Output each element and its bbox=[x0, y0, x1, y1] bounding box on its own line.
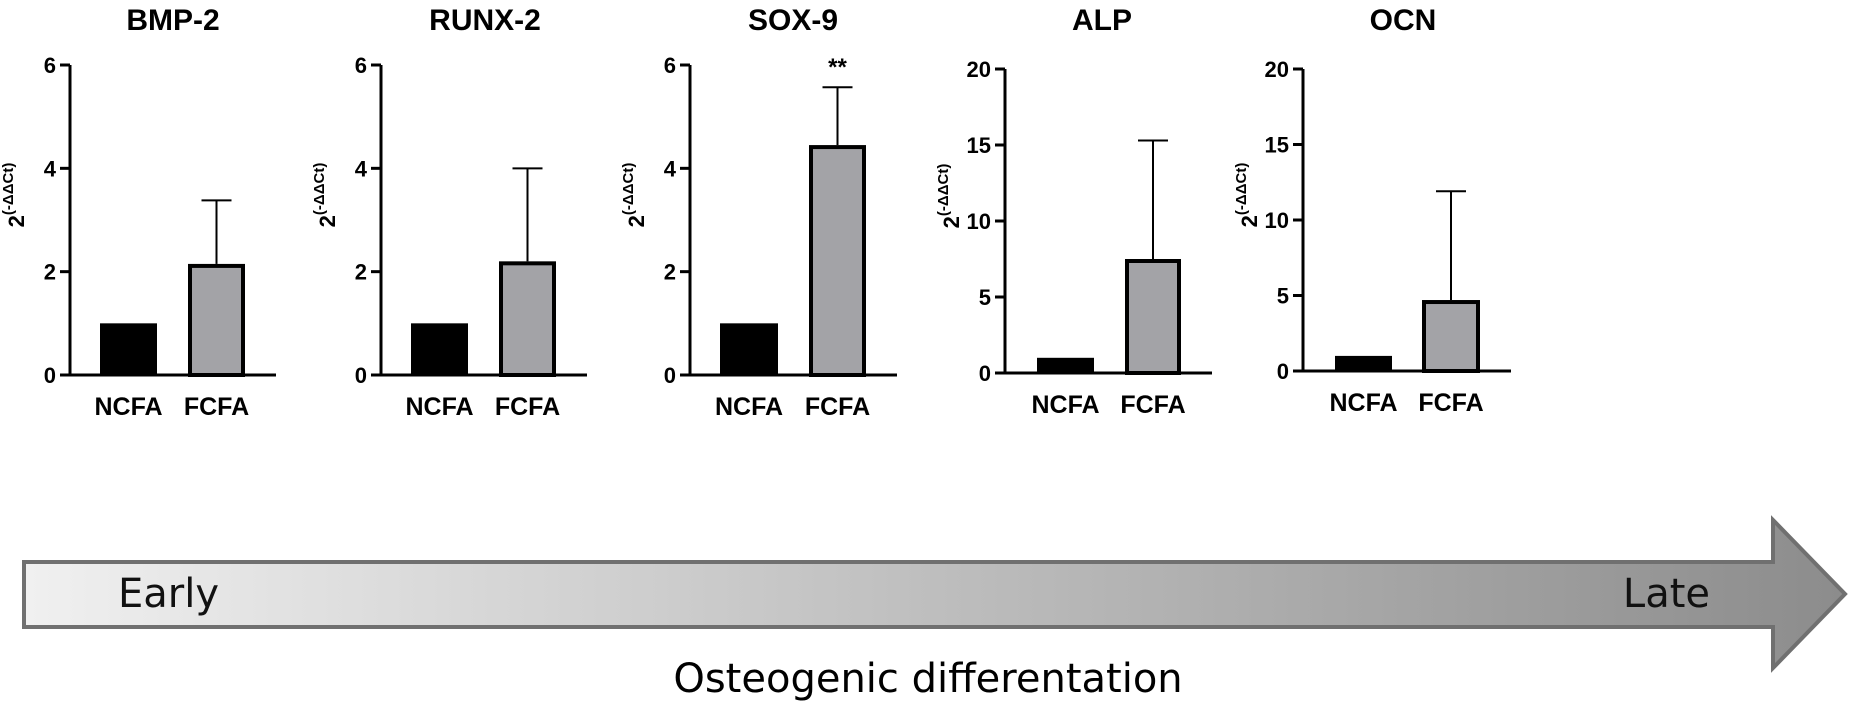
y-axis-label: 2(-ΔΔCt) bbox=[620, 163, 649, 228]
y-tick-label: 15 bbox=[1265, 133, 1289, 158]
y-tick-label: 0 bbox=[664, 363, 676, 388]
chart-title: SOX-9 bbox=[748, 4, 838, 37]
y-tick-label: 4 bbox=[355, 156, 368, 181]
y-axis-label-base: 2 bbox=[624, 215, 649, 227]
y-tick-label: 20 bbox=[967, 57, 991, 82]
y-axis-label-base: 2 bbox=[1237, 215, 1262, 227]
category-label-ncfa: NCFA bbox=[715, 393, 783, 421]
category-label-fcfa: FCFA bbox=[805, 393, 870, 421]
y-tick-label: 6 bbox=[44, 53, 56, 78]
y-tick-label: 10 bbox=[967, 209, 991, 234]
bar-ncfa bbox=[100, 323, 157, 375]
y-tick-label: 6 bbox=[355, 53, 367, 78]
category-label-ncfa: NCFA bbox=[405, 393, 473, 421]
category-label-fcfa: FCFA bbox=[184, 393, 249, 421]
y-tick-label: 0 bbox=[44, 363, 56, 388]
chart-title: ALP bbox=[1072, 4, 1132, 37]
bar-fcfa bbox=[1125, 259, 1181, 375]
y-axis-label-exponent: (-ΔΔCt) bbox=[935, 164, 952, 216]
y-tick-label: 0 bbox=[1277, 359, 1289, 384]
category-label-fcfa: FCFA bbox=[495, 393, 560, 421]
category-label-fcfa: FCFA bbox=[1120, 391, 1185, 419]
y-axis-label-exponent: (-ΔΔCt) bbox=[620, 163, 637, 215]
y-tick-label: 2 bbox=[44, 260, 56, 285]
timeline-end-label: Late bbox=[1623, 571, 1710, 617]
timeline-caption: Osteogenic differentation bbox=[673, 656, 1182, 702]
category-label-ncfa: NCFA bbox=[1329, 389, 1397, 417]
bar-ncfa bbox=[1037, 357, 1094, 373]
bar-fcfa bbox=[809, 145, 866, 377]
category-label-ncfa: NCFA bbox=[94, 393, 162, 421]
y-axis-label: 2(-ΔΔCt) bbox=[1233, 163, 1262, 228]
chart-title: RUNX-2 bbox=[429, 4, 541, 37]
bar-ncfa bbox=[411, 323, 468, 375]
y-tick-label: 10 bbox=[1265, 208, 1289, 233]
chart-panel-alp: ALP 0 5 10 15 20 2(-ΔΔCt) NCFA FCFA bbox=[935, 4, 1212, 419]
y-axis-label-base: 2 bbox=[939, 216, 964, 228]
y-axis-label-exponent: (-ΔΔCt) bbox=[0, 163, 17, 215]
timeline-start-label: Early bbox=[118, 571, 219, 617]
y-tick-label: 0 bbox=[355, 363, 367, 388]
bar-ncfa bbox=[720, 323, 778, 375]
y-axis-label-base: 2 bbox=[315, 215, 340, 227]
y-tick-label: 2 bbox=[355, 260, 367, 285]
chart-title: OCN bbox=[1370, 4, 1437, 37]
y-tick-label: 4 bbox=[664, 156, 677, 181]
bar-ncfa bbox=[1335, 355, 1392, 371]
bar-fcfa bbox=[188, 263, 245, 377]
y-axis-label-exponent: (-ΔΔCt) bbox=[311, 163, 328, 215]
bar-fcfa bbox=[1422, 300, 1480, 373]
y-tick-label: 5 bbox=[1277, 284, 1289, 309]
y-tick-label: 5 bbox=[979, 285, 991, 310]
category-label-fcfa: FCFA bbox=[1418, 389, 1483, 417]
category-label-ncfa: NCFA bbox=[1031, 391, 1099, 419]
y-tick-label: 2 bbox=[664, 260, 676, 285]
y-axis-label-exponent: (-ΔΔCt) bbox=[1233, 163, 1250, 215]
y-tick-label: 0 bbox=[979, 361, 991, 386]
significance-marker: ** bbox=[828, 54, 847, 81]
y-axis-label: 2(-ΔΔCt) bbox=[0, 163, 29, 228]
y-tick-label: 4 bbox=[44, 156, 57, 181]
timeline-arrow-shape bbox=[22, 515, 1848, 673]
chart-panel-ocn: OCN 0 5 10 15 20 2(-ΔΔCt) NCFA FCFA bbox=[1233, 4, 1511, 417]
timeline-arrow: Early Late bbox=[22, 515, 1848, 673]
y-axis-label: 2(-ΔΔCt) bbox=[935, 164, 964, 229]
y-axis-label-base: 2 bbox=[4, 215, 29, 227]
bar-fcfa bbox=[499, 261, 556, 378]
chart-title: BMP-2 bbox=[126, 4, 219, 37]
y-tick-label: 15 bbox=[967, 133, 991, 158]
y-tick-label: 20 bbox=[1265, 57, 1289, 82]
y-tick-label: 6 bbox=[664, 53, 676, 78]
y-axis-label: 2(-ΔΔCt) bbox=[311, 163, 340, 228]
